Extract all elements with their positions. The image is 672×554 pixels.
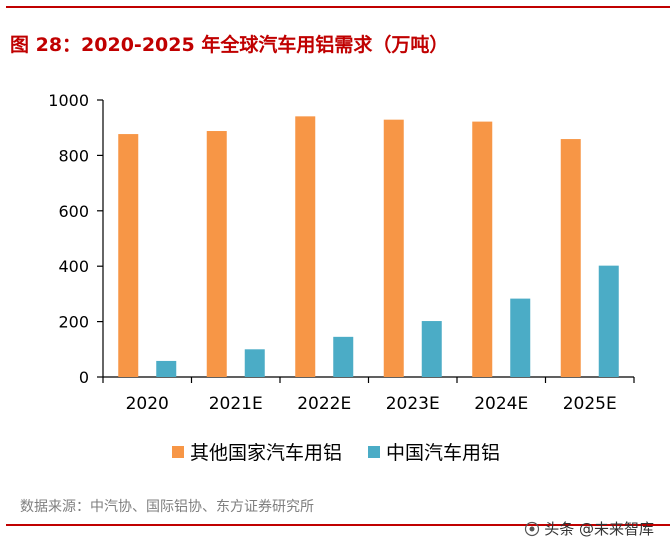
y-tick-label: 0 xyxy=(79,368,89,387)
bar-other-countries xyxy=(206,131,227,377)
bar-chart: 0 200 400 600 800 1000 2020 2021E 2022E 2023E 2024… xyxy=(48,91,635,414)
top-rule xyxy=(6,6,670,8)
bar-other-countries xyxy=(472,121,493,377)
legend-swatch-blue xyxy=(368,445,380,458)
bar-other-countries xyxy=(295,116,316,377)
watermark-text: 头条 @未来智库 xyxy=(544,520,654,538)
x-category-label: 2024E xyxy=(474,394,528,414)
x-category-label: 2020 xyxy=(126,394,169,414)
legend-label-china: 中国汽车用铝 xyxy=(386,442,501,464)
y-tick-label: 400 xyxy=(58,257,89,276)
y-tick-label: 600 xyxy=(58,202,89,221)
y-tick-label: 1000 xyxy=(48,91,89,110)
source-note: 数据来源：中汽协、国际铝协、东方证券研究所 xyxy=(20,499,314,515)
legend: 其他国家汽车用铝 中国汽车用铝 xyxy=(0,438,672,465)
y-tick-label: 800 xyxy=(58,146,89,165)
watermark: 头条 @未来智库 xyxy=(524,518,654,539)
bar-china xyxy=(598,265,619,377)
legend-label-other-countries: 其他国家汽车用铝 xyxy=(189,442,342,464)
x-category-label: 2022E xyxy=(297,394,351,414)
bar-other-countries xyxy=(560,139,581,377)
legend-swatch-orange xyxy=(171,445,184,458)
legend-item-china: 中国汽车用铝 xyxy=(368,438,500,465)
bar-china xyxy=(333,336,354,377)
bar-china xyxy=(156,360,177,377)
chart-title: 图 28：2020-2025 年全球汽车用铝需求（万吨） xyxy=(10,34,449,56)
y-tick-label: 200 xyxy=(58,313,89,332)
bar-other-countries xyxy=(118,134,139,377)
legend-item-other-countries: 其他国家汽车用铝 xyxy=(171,438,342,465)
bar-china xyxy=(421,321,442,377)
watermark-logo-icon xyxy=(525,521,540,536)
x-category-label: 2023E xyxy=(386,394,440,414)
bar-china xyxy=(510,298,531,377)
bar-other-countries xyxy=(383,119,404,378)
x-category-label: 2025E xyxy=(563,394,617,414)
x-category-label: 2021E xyxy=(209,394,263,414)
bottom-rule xyxy=(6,524,670,526)
bar-china xyxy=(244,349,265,377)
